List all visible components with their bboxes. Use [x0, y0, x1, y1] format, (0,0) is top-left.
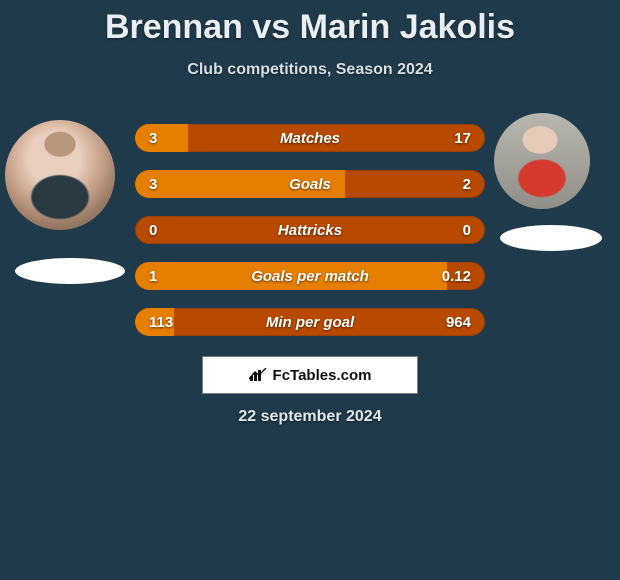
stat-left-value: 3	[149, 130, 189, 147]
date-label: 22 september 2024	[0, 408, 620, 426]
stat-row-goals-per-match: 1 Goals per match 0.12	[135, 262, 485, 290]
attribution-link[interactable]: FcTables.com	[202, 356, 418, 394]
stat-left-value: 0	[149, 222, 189, 239]
stat-right-value: 0	[431, 222, 471, 239]
stat-label: Min per goal	[189, 314, 431, 331]
stats-container: 3 Matches 17 3 Goals 2 0 Hattricks 0 1 G…	[135, 124, 485, 354]
stat-right-value: 2	[431, 176, 471, 193]
stat-row-goals: 3 Goals 2	[135, 170, 485, 198]
stat-row-matches: 3 Matches 17	[135, 124, 485, 152]
stat-right-value: 964	[431, 314, 471, 331]
stat-label: Goals per match	[189, 268, 431, 285]
player-right-shadow	[500, 225, 602, 251]
stat-left-value: 3	[149, 176, 189, 193]
stat-label: Hattricks	[189, 222, 431, 239]
stat-right-value: 17	[431, 130, 471, 147]
stat-row-min-per-goal: 113 Min per goal 964	[135, 308, 485, 336]
stat-label: Matches	[189, 130, 431, 147]
stat-row-hattricks: 0 Hattricks 0	[135, 216, 485, 244]
page-title: Brennan vs Marin Jakolis	[0, 0, 620, 47]
attribution-text: FcTables.com	[273, 367, 372, 384]
player-left-avatar	[5, 120, 115, 230]
stat-right-value: 0.12	[431, 268, 471, 285]
stat-left-value: 113	[149, 314, 189, 331]
stat-label: Goals	[189, 176, 431, 193]
player-right-avatar	[494, 113, 590, 209]
subtitle: Club competitions, Season 2024	[0, 61, 620, 79]
stat-left-value: 1	[149, 268, 189, 285]
bar-chart-icon	[249, 368, 267, 382]
player-left-shadow	[15, 258, 125, 284]
